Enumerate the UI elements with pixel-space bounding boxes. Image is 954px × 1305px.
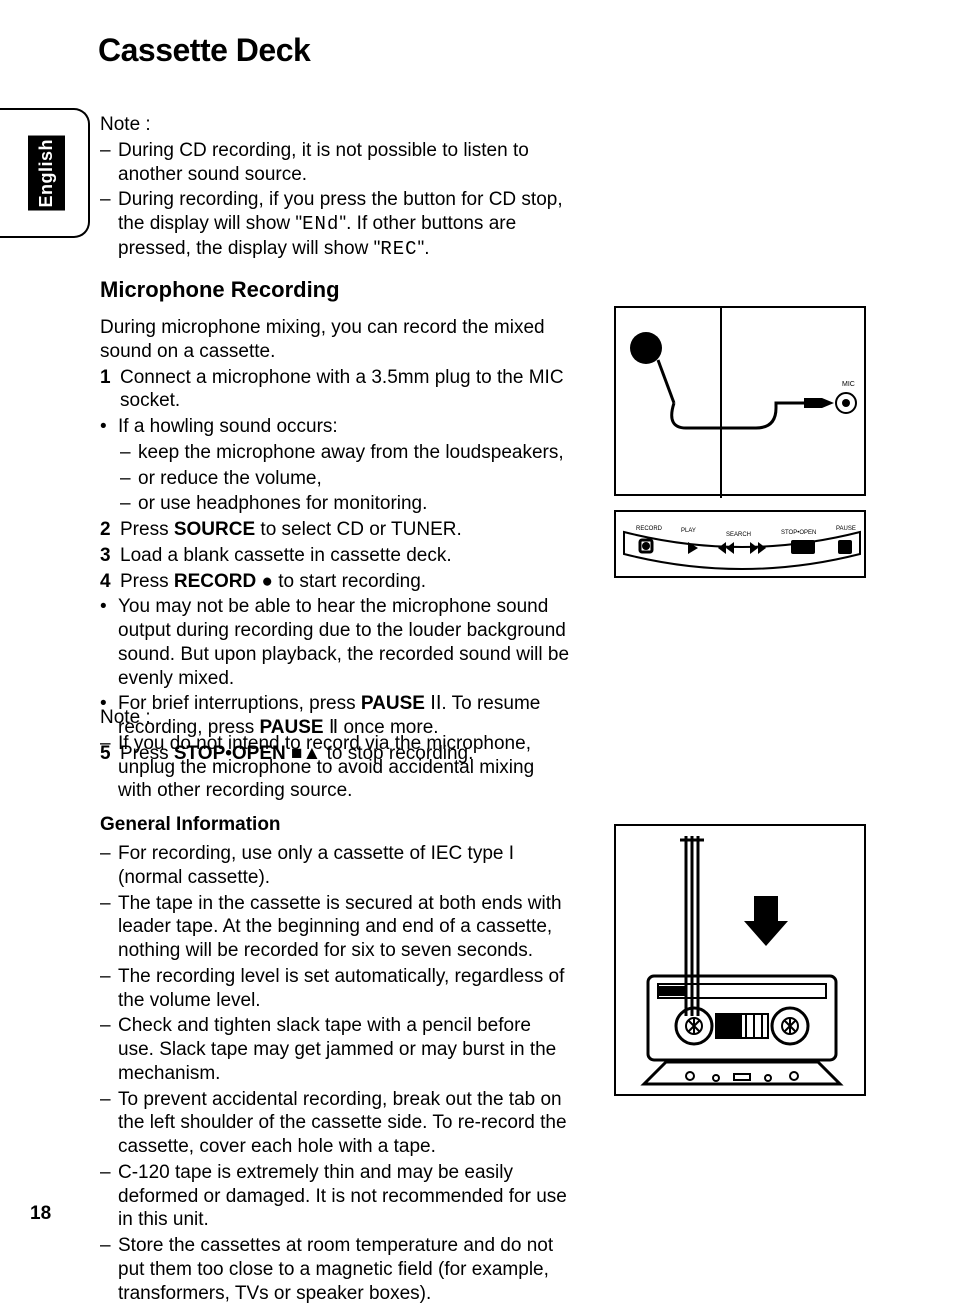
control-strip-icon: RECORD PLAY SEARCH STOP•OPEN PAUSE xyxy=(616,512,868,580)
heading-general-information: General Information xyxy=(100,814,281,836)
step-4-bullet1-text: You may not be able to hear the micropho… xyxy=(118,595,570,690)
dash-icon: – xyxy=(100,188,118,261)
step-1-text: Connect a microphone with a 3.5mm plug t… xyxy=(120,366,570,414)
svg-text:SEARCH: SEARCH xyxy=(726,532,751,538)
dash-icon: – xyxy=(120,441,138,465)
dash-icon: – xyxy=(100,842,118,890)
note-block-1: Note : – During CD recording, it is not … xyxy=(100,113,580,262)
dash-icon: – xyxy=(100,1161,118,1232)
gi-5-text: To prevent accidental recording, break o… xyxy=(118,1088,570,1159)
gi-5: –To prevent accidental recording, break … xyxy=(100,1088,570,1159)
step-1-sub3: – or use headphones for monitoring. xyxy=(120,492,570,516)
note1-item2-text: During recording, if you press the butto… xyxy=(118,188,580,261)
step-1-sub3-text: or use headphones for monitoring. xyxy=(138,492,427,516)
note1-item1-text: During CD recording, it is not possible … xyxy=(118,139,580,187)
dash-icon: – xyxy=(120,467,138,491)
dash-icon: – xyxy=(100,1014,118,1085)
step-3-text: Load a blank cassette in cassette deck. xyxy=(120,544,452,568)
mic-recording-body: During microphone mixing, you can record… xyxy=(100,316,570,766)
figure-cassette-pencil xyxy=(614,824,866,1096)
step-2-text: Press SOURCE to select CD or TUNER. xyxy=(120,518,462,542)
dash-icon: – xyxy=(100,1234,118,1305)
cassette-pencil-icon xyxy=(616,826,868,1098)
step-2: 2 Press SOURCE to select CD or TUNER. xyxy=(100,518,570,542)
gi-3: –The recording level is set automaticall… xyxy=(100,965,570,1013)
dash-icon: – xyxy=(100,965,118,1013)
svg-text:STOP•OPEN: STOP•OPEN xyxy=(781,530,816,536)
dash-icon: – xyxy=(100,139,118,187)
step-1-bullet: • If a howling sound occurs: xyxy=(100,415,570,439)
general-information-body: –For recording, use only a cassette of I… xyxy=(100,840,570,1305)
step-num-3: 3 xyxy=(100,544,120,568)
step-1: 1 Connect a microphone with a 3.5mm plug… xyxy=(100,366,570,414)
gi-3-text: The recording level is set automatically… xyxy=(118,965,570,1013)
step-1-sub2: – or reduce the volume, xyxy=(120,467,570,491)
svg-text:PLAY: PLAY xyxy=(681,528,696,534)
gi-2: –The tape in the cassette is secured at … xyxy=(100,892,570,963)
note2-label: Note : xyxy=(100,706,570,730)
step-4-text: Press RECORD ● to start recording. xyxy=(120,570,426,594)
dash-icon: – xyxy=(100,1088,118,1159)
language-tab: English xyxy=(0,108,90,238)
note-label: Note : xyxy=(100,114,151,135)
figure-control-strip: RECORD PLAY SEARCH STOP•OPEN PAUSE xyxy=(614,510,866,578)
svg-text:RECORD: RECORD xyxy=(636,526,663,532)
figure-microphone-jack: MIC xyxy=(614,306,866,496)
note1-item1: – During CD recording, it is not possibl… xyxy=(100,139,580,187)
step-4-bullet1: • You may not be able to hear the microp… xyxy=(100,595,570,690)
step-num-1: 1 xyxy=(100,366,120,414)
gi-6: –C-120 tape is extremely thin and may be… xyxy=(100,1161,570,1232)
step-1-bullet-text: If a howling sound occurs: xyxy=(118,415,338,439)
note1-item2: – During recording, if you press the but… xyxy=(100,188,580,261)
page-title: Cassette Deck xyxy=(98,32,310,69)
mic-intro: During microphone mixing, you can record… xyxy=(100,316,570,364)
gi-6-text: C-120 tape is extremely thin and may be … xyxy=(118,1161,570,1232)
step-1-sub2-text: or reduce the volume, xyxy=(138,467,322,491)
bullet-icon: • xyxy=(100,415,118,439)
note2-item1-text: If you do not intend to record via the m… xyxy=(118,732,570,803)
note-block-2: Note : – If you do not intend to record … xyxy=(100,706,570,803)
gi-7: –Store the cassettes at room temperature… xyxy=(100,1234,570,1305)
gi-1-text: For recording, use only a cassette of IE… xyxy=(118,842,570,890)
step-3: 3 Load a blank cassette in cassette deck… xyxy=(100,544,570,568)
step-4: 4 Press RECORD ● to start recording. xyxy=(100,570,570,594)
step-num-4: 4 xyxy=(100,570,120,594)
step-num-2: 2 xyxy=(100,518,120,542)
svg-text:PAUSE: PAUSE xyxy=(836,526,856,532)
gi-4-text: Check and tighten slack tape with a penc… xyxy=(118,1014,570,1085)
microphone-jack-icon: MIC xyxy=(616,308,868,498)
gi-2-text: The tape in the cassette is secured at b… xyxy=(118,892,570,963)
mic-label: MIC xyxy=(842,381,855,388)
dash-icon: – xyxy=(100,892,118,963)
note2-item1: – If you do not intend to record via the… xyxy=(100,732,570,803)
dash-icon: – xyxy=(100,732,118,803)
dash-icon: – xyxy=(120,492,138,516)
bullet-icon: • xyxy=(100,595,118,690)
language-badge: English xyxy=(28,136,65,211)
step-1-sub1: – keep the microphone away from the loud… xyxy=(120,441,570,465)
gi-4: –Check and tighten slack tape with a pen… xyxy=(100,1014,570,1085)
heading-microphone-recording: Microphone Recording xyxy=(100,277,340,303)
gi-7-text: Store the cassettes at room temperature … xyxy=(118,1234,570,1305)
step-1-sub1-text: keep the microphone away from the loudsp… xyxy=(138,441,564,465)
page-number: 18 xyxy=(30,1203,51,1225)
gi-1: –For recording, use only a cassette of I… xyxy=(100,842,570,890)
